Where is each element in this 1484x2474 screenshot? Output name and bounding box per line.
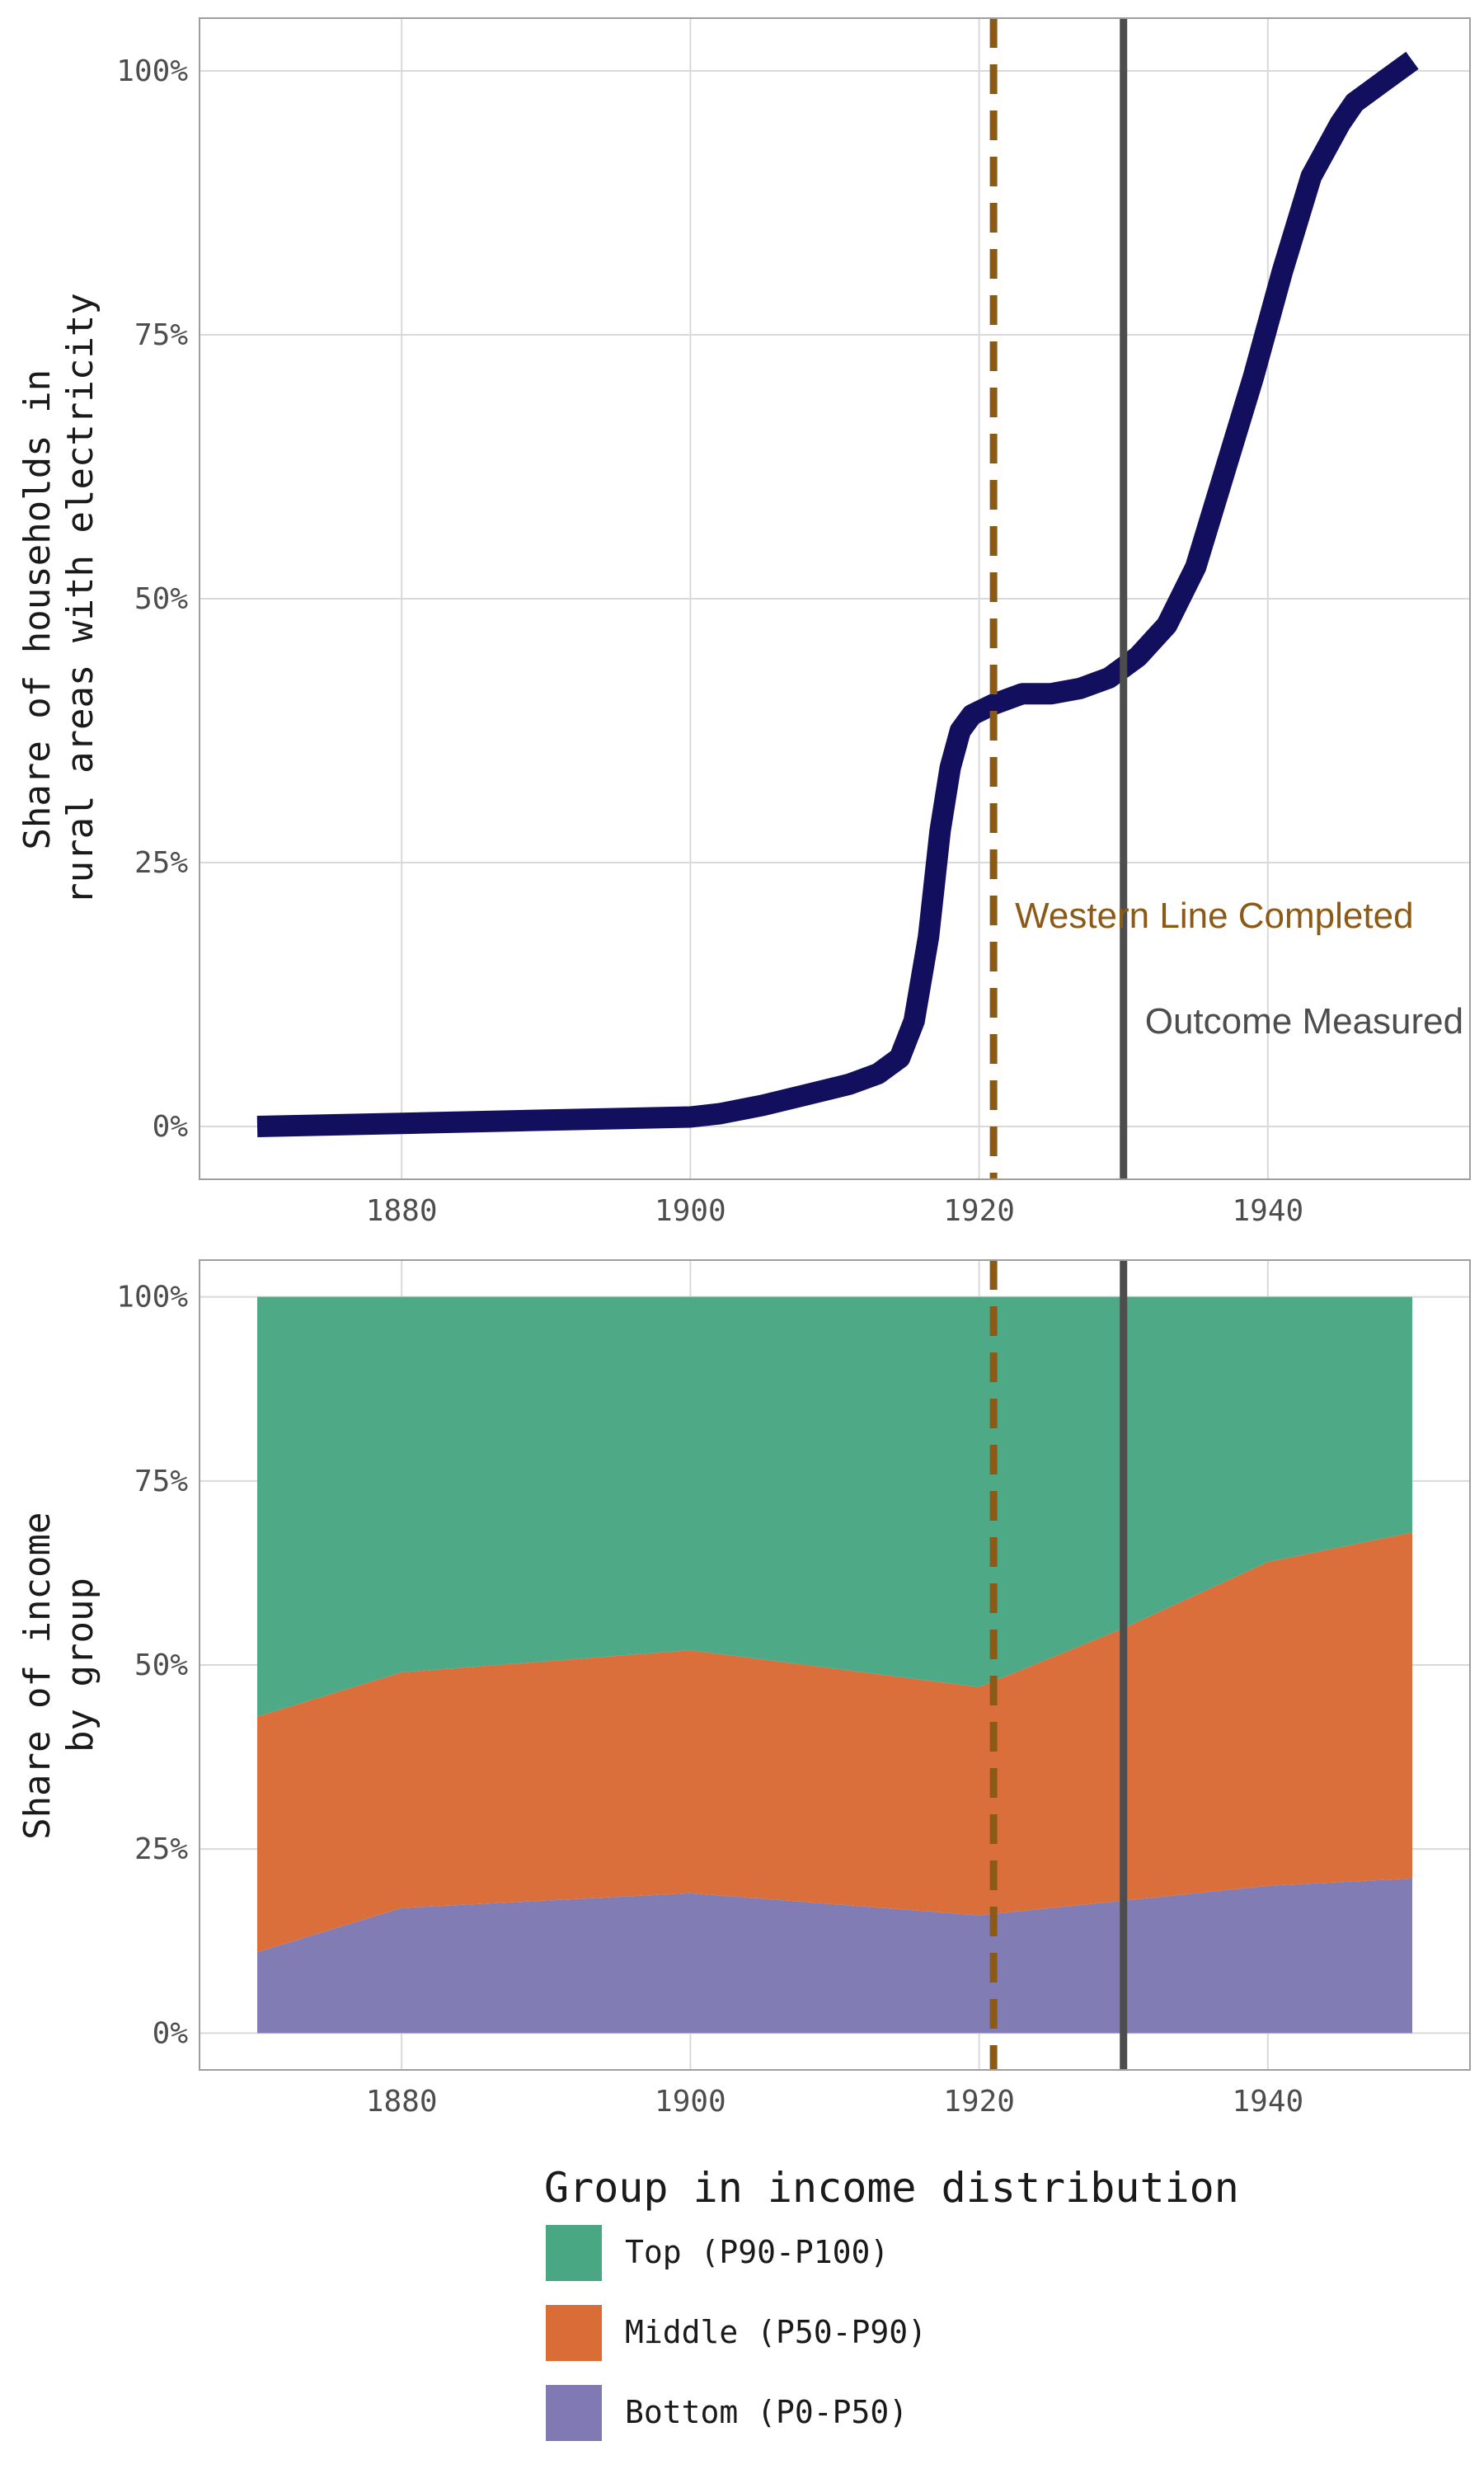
electricity-y-tick-100: 100% — [116, 54, 188, 88]
income-panel: 1880 1900 1920 1940 0% 25% 50% 75% 100% Share o… — [16, 1259, 1471, 2119]
electricity-x-tick-1920: 1920 — [943, 1194, 1015, 1228]
income-y-axis-title-line-1: Share of income — [16, 1512, 59, 1840]
electricity-y-tick-50: 50% — [134, 582, 188, 616]
legend-items: Top (P90-P100) Middle (P50-P90) Bottom (P0… — [546, 2225, 927, 2441]
electricity-annotations: Western Line Completed Outcome Measured — [1015, 896, 1463, 1042]
income-y-tick-0: 0% — [153, 2016, 189, 2050]
outcome-measured-annotation: Outcome Measured — [1145, 1001, 1463, 1042]
income-plot-area — [257, 1296, 1412, 2034]
income-y-tick-75: 75% — [134, 1465, 188, 1498]
income-x-tick-1940: 1940 — [1232, 2085, 1303, 2119]
electricity-x-tick-labels: 1880 1900 1920 1940 — [366, 1194, 1303, 1228]
income-x-tick-1900: 1900 — [655, 2085, 726, 2119]
income-y-axis-title-line-2: by group — [59, 1578, 101, 1752]
electricity-y-tick-75: 75% — [134, 318, 188, 352]
legend-label-bottom: Bottom (P0-P50) — [625, 2394, 908, 2430]
electricity-x-tick-1900: 1900 — [655, 1194, 726, 1228]
income-panel-border — [199, 1259, 1471, 2071]
electricity-share-line — [256, 51, 1419, 1137]
electricity-y-tick-25: 25% — [134, 846, 188, 880]
legend-title: Group in income distribution — [544, 2164, 1239, 2212]
electricity-y-axis-title-line-1: Share of households in — [16, 369, 59, 850]
electricity-panel: Western Line Completed Outcome Measured 1… — [16, 17, 1471, 1228]
legend-swatch-middle — [546, 2305, 602, 2361]
electricity-plot-area — [256, 51, 1419, 1137]
electricity-y-axis-title-line-2: rural areas with electricity — [59, 293, 101, 905]
income-x-tick-1920: 1920 — [943, 2085, 1015, 2119]
western-line-annotation: Western Line Completed — [1015, 896, 1413, 936]
electricity-panel-border — [199, 17, 1471, 1180]
income-y-tick-50: 50% — [134, 1649, 188, 1682]
electricity-reference-lines — [989, 18, 1128, 1179]
legend-swatch-bottom — [546, 2385, 602, 2441]
electricity-y-tick-labels: 0% 25% 50% 75% 100% — [116, 54, 188, 1144]
legend-label-middle: Middle (P50-P90) — [625, 2314, 927, 2350]
income-y-tick-labels: 0% 25% 50% 75% 100% — [116, 1281, 188, 2051]
electricity-y-axis-title: Share of households in rural areas with … — [16, 293, 101, 905]
electricity-x-tick-1940: 1940 — [1232, 1194, 1303, 1228]
electricity-x-tick-1880: 1880 — [366, 1194, 438, 1228]
legend: Group in income distribution Top (P90-P1… — [544, 2164, 1239, 2441]
electricity-y-tick-0: 0% — [153, 1110, 189, 1144]
income-y-tick-100: 100% — [116, 1281, 188, 1315]
legend-swatch-top — [546, 2225, 602, 2281]
income-reference-lines — [989, 1260, 1128, 2070]
income-y-axis-title: Share of income by group — [16, 1490, 101, 1840]
income-y-tick-25: 25% — [134, 1832, 188, 1866]
income-x-tick-1880: 1880 — [366, 2085, 438, 2119]
legend-label-top: Top (P90-P100) — [625, 2234, 889, 2270]
income-x-tick-labels: 1880 1900 1920 1940 — [366, 2085, 1303, 2119]
